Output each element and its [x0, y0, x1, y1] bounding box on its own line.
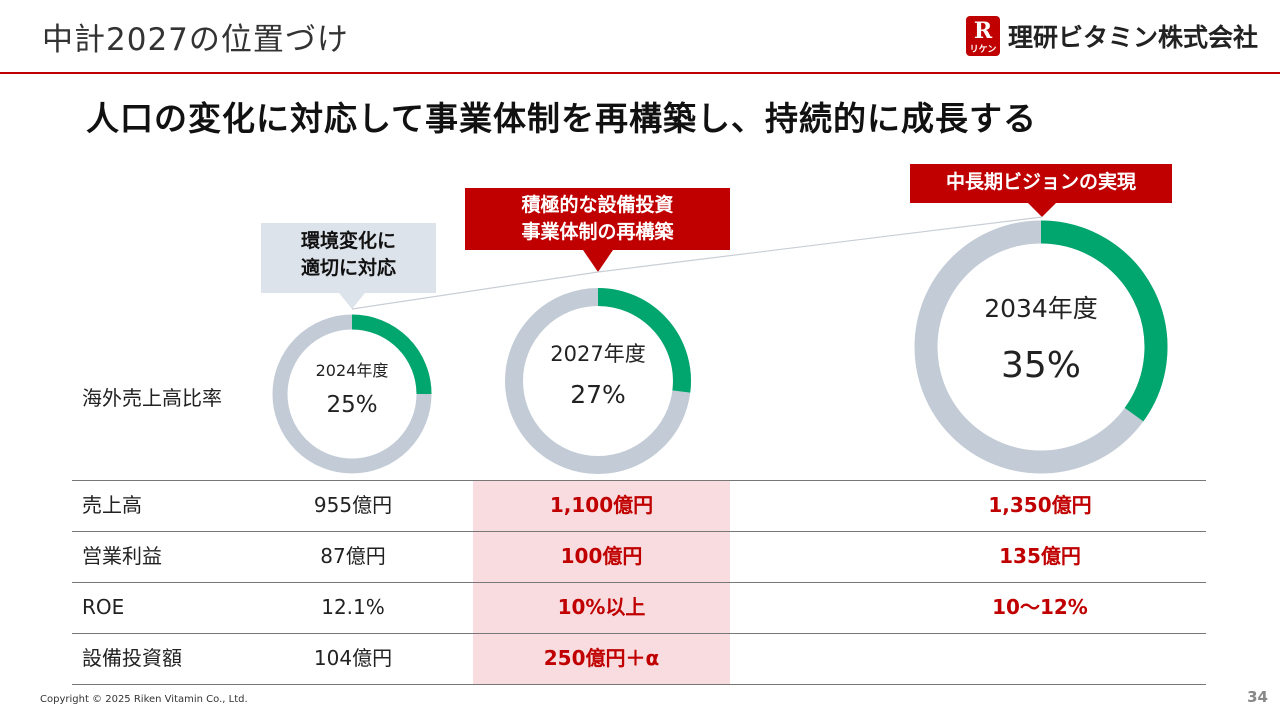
copyright: Copyright © 2025 Riken Vitamin Co., Ltd.: [40, 694, 248, 705]
callout-adapt-line-2: 適切に対応: [300, 257, 396, 279]
company-logo: R リケン 理研ビタミン株式会社: [966, 16, 1258, 56]
callout-shape-gray: [261, 223, 436, 309]
donut-value-label: 27%: [570, 380, 626, 409]
donut-share-2027年度: [597, 288, 691, 393]
cell-2027-capex: 250億円＋α: [543, 646, 660, 670]
callout-adapt: 環境変化に 適切に対応: [261, 228, 436, 282]
row-label-capex: 設備投資額: [82, 646, 182, 670]
donut-year-label: 2027年度: [550, 342, 645, 366]
callout-invest-line-2: 事業体制の再構築: [521, 221, 674, 243]
overseas-ratio-label: 海外売上高比率: [82, 386, 222, 410]
headline: 人口の変化に対応して事業体制を再構築し、持続的に成長する: [86, 99, 1038, 138]
callout-vision-line-1: 中長期ビジョンの実現: [945, 171, 1136, 193]
donut-share-2024年度: [351, 314, 432, 395]
donut-share-2034年度: [1040, 220, 1168, 422]
row-label-roe: ROE: [82, 595, 125, 619]
cell-2024-capex: 104億円: [313, 646, 393, 670]
table-rule: [72, 684, 1206, 685]
row-label-sales: 売上高: [82, 493, 142, 517]
donut-value-label: 35%: [1001, 345, 1081, 386]
cell-2027-roe: 10%以上: [557, 595, 646, 619]
callout-vision: 中長期ビジョンの実現: [910, 169, 1172, 196]
table-rule: [72, 531, 1206, 532]
logo-mark-letter: R: [973, 18, 993, 44]
donut-value-label: 25%: [326, 392, 377, 418]
row-label-operating-profit: 営業利益: [82, 544, 162, 568]
donut-year-label: 2034年度: [984, 294, 1098, 323]
logo-mark-sub: リケン: [969, 45, 997, 55]
header-divider: [0, 72, 1280, 74]
logo-mark-icon: R リケン: [966, 16, 1000, 56]
callout-shape-red-2: [910, 164, 1172, 217]
cell-2027-operating-profit: 100億円: [560, 544, 643, 568]
cell-2034-roe: 10～12%: [992, 595, 1088, 619]
connector-line-left: [351, 271, 599, 310]
donut-year-label: 2024年度: [316, 361, 389, 380]
callout-adapt-line-1: 環境変化に: [300, 230, 396, 252]
callout-shape-red-1: [465, 188, 730, 272]
cell-2024-roe: 12.1%: [321, 595, 385, 619]
logo-text: 理研ビタミン株式会社: [1008, 23, 1259, 52]
page-number: 34: [1247, 688, 1268, 706]
page-title: 中計2027の位置づけ: [42, 22, 349, 58]
callout-invest: 積極的な設備投資 事業体制の再構築: [465, 192, 730, 246]
table-rule: [72, 633, 1206, 634]
cell-2034-capex: [920, 633, 1160, 684]
cell-2034-sales: 1,350億円: [988, 493, 1092, 517]
table-rule: [72, 582, 1206, 583]
cell-2034-operating-profit: 135億円: [999, 544, 1081, 568]
connector-line-right: [597, 216, 1043, 273]
cell-2027-sales: 1,100億円: [549, 493, 654, 517]
table-rule: [72, 480, 1206, 481]
callout-invest-line-1: 積極的な設備投資: [521, 194, 674, 216]
cell-2024-operating-profit: 87億円: [320, 544, 386, 568]
table-highlight-2027: [473, 481, 730, 685]
cell-2024-sales: 955億円: [313, 493, 393, 517]
